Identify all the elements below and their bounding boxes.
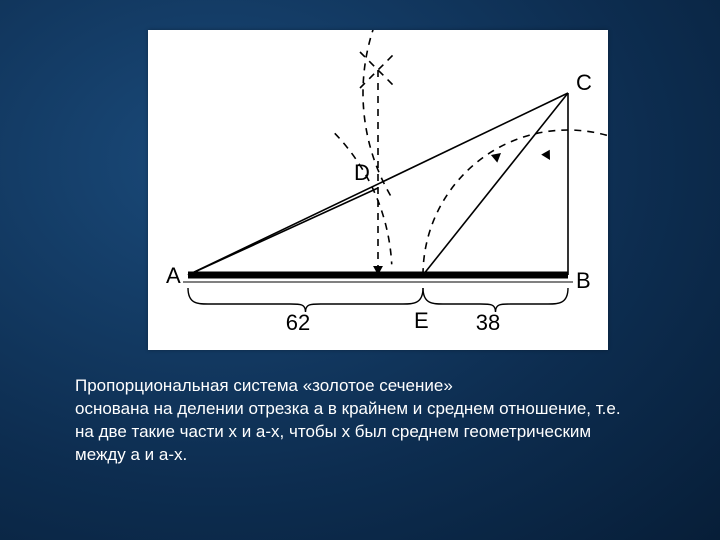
- svg-text:B: B: [576, 268, 591, 293]
- caption-line: основана на делении отрезка а в крайнем …: [75, 398, 655, 421]
- caption-line: Пропорциональная система «золотое сечени…: [75, 375, 655, 398]
- svg-text:A: A: [166, 263, 181, 288]
- golden-section-diagram: 62 38 A B C D E: [148, 30, 608, 350]
- caption-line: между а и а-х.: [75, 444, 655, 467]
- caption-line: на две такие части х и а-х, чтобы х был …: [75, 421, 655, 444]
- svg-text:E: E: [414, 308, 429, 333]
- caption-block: Пропорциональная система «золотое сечени…: [75, 375, 655, 467]
- svg-text:D: D: [354, 160, 370, 185]
- svg-text:C: C: [576, 70, 592, 95]
- figure-container: 62 38 A B C D E: [148, 30, 608, 350]
- svg-text:62: 62: [286, 310, 310, 335]
- svg-text:38: 38: [476, 310, 500, 335]
